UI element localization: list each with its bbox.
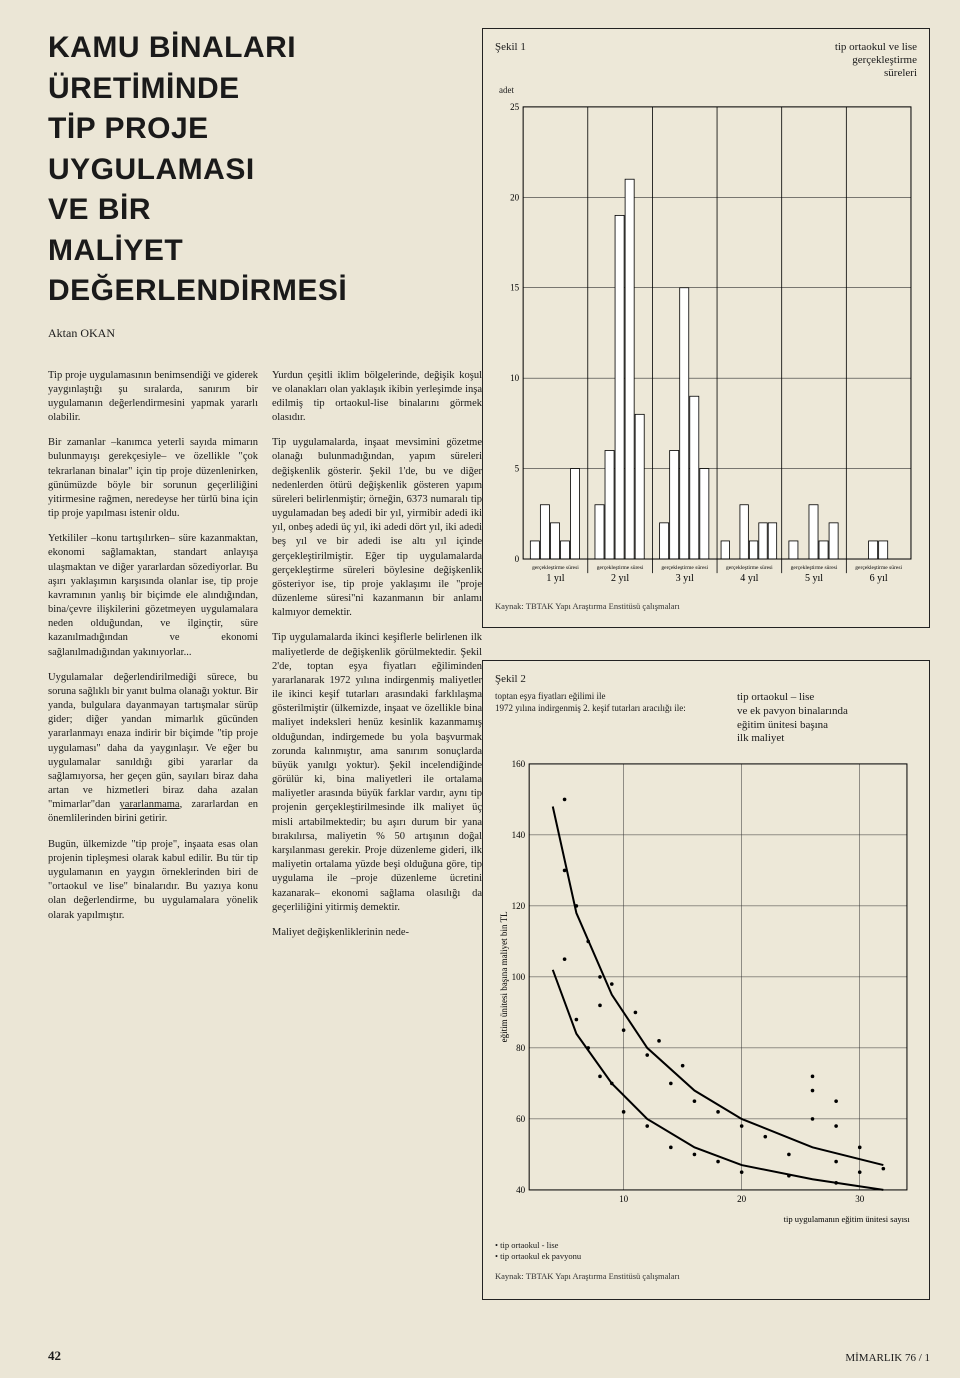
fig1-chart: 0 5 10 15 20 25 gerçekleştirme süresi 1 yıl gerç… — [495, 99, 917, 589]
figure-2: Şekil 2 toptan eşya fiyatları eğilimi il… — [482, 660, 930, 1300]
svg-text:eğitim ünitesi başına maliyet: eğitim ünitesi başına maliyet bin TL — [499, 911, 509, 1042]
fig2-subtitle: toptan eşya fiyatları eğilimi ile 1972 y… — [495, 691, 917, 746]
fig2-source: Kaynak: TBTAK Yapı Araştırma Enstitüsü ç… — [495, 1271, 917, 1281]
svg-text:30: 30 — [855, 1194, 865, 1204]
fig1-title: tip ortaokul ve lise gerçekleştirme süre… — [835, 41, 917, 81]
svg-text:20: 20 — [510, 192, 520, 202]
svg-text:gerçekleştirme süresi: gerçekleştirme süresi — [661, 565, 708, 571]
svg-text:5: 5 — [515, 463, 520, 473]
svg-text:80: 80 — [516, 1043, 526, 1053]
svg-text:6 yıl: 6 yıl — [870, 573, 888, 584]
fig1-ylabel: adet — [499, 85, 917, 95]
svg-text:160: 160 — [512, 759, 526, 769]
svg-text:1 yıl: 1 yıl — [546, 573, 564, 584]
fig2-legend: • tip ortaokul - lise • tip ortaokul ek … — [495, 1240, 917, 1261]
figure-1: Şekil 1 tip ortaokul ve lise gerçekleşti… — [482, 28, 930, 628]
svg-text:gerçekleştirme süresi: gerçekleştirme süresi — [532, 565, 579, 571]
fig1-label: Şekil 1 — [495, 41, 526, 81]
svg-text:4 yıl: 4 yıl — [740, 573, 758, 584]
svg-text:tip uygulamanın eğitim ünitesi: tip uygulamanın eğitim ünitesi sayısı — [784, 1214, 911, 1224]
svg-text:2 yıl: 2 yıl — [611, 573, 629, 584]
svg-text:60: 60 — [516, 1114, 526, 1124]
column-1: Tip proje uygulamasının benimsendiği ve … — [48, 369, 258, 952]
svg-text:20: 20 — [737, 1194, 747, 1204]
para: Yetkililer –konu tartışılırken– süre kaz… — [48, 532, 258, 660]
svg-text:0: 0 — [515, 554, 520, 564]
para: Bugün, ülkemizde "tip proje", inşaata es… — [48, 838, 258, 923]
para: Bir zamanlar –kanımca yeterli sayıda mim… — [48, 436, 258, 521]
para: Maliyet değişkenliklerinin nede- — [272, 926, 482, 940]
para: Tip uygulamalarda ikinci keşiflerle beli… — [272, 631, 482, 914]
svg-text:40: 40 — [516, 1185, 526, 1195]
svg-text:gerçekleştirme süresi: gerçekleştirme süresi — [791, 565, 838, 571]
para: Tip proje uygulamasının benimsendiği ve … — [48, 369, 258, 426]
fig1-source: Kaynak: TBTAK Yapı Araştırma Enstitüsü ç… — [495, 601, 917, 611]
fig2-chart: 40 60 80 100 120 140 160 10 20 30 eğitim ünitesi b… — [495, 754, 917, 1234]
page-number: 42 — [48, 1348, 61, 1364]
svg-text:10: 10 — [619, 1194, 629, 1204]
footer: MİMARLIK 76 / 1 — [845, 1352, 930, 1364]
svg-text:25: 25 — [510, 101, 520, 111]
svg-text:gerçekleştirme süresi: gerçekleştirme süresi — [726, 565, 773, 571]
svg-text:10: 10 — [510, 373, 520, 383]
svg-text:100: 100 — [512, 972, 526, 982]
svg-text:5 yıl: 5 yıl — [805, 573, 823, 584]
svg-text:15: 15 — [510, 282, 520, 292]
svg-text:140: 140 — [512, 830, 526, 840]
para: Tip uygulamalarda, inşaat mevsimini göze… — [272, 436, 482, 620]
svg-text:gerçekleştirme süresi: gerçekleştirme süresi — [597, 565, 644, 571]
svg-text:gerçekleştirme süresi: gerçekleştirme süresi — [855, 565, 902, 571]
fig2-label: Şekil 2 — [495, 673, 917, 685]
svg-text:3 yıl: 3 yıl — [676, 573, 694, 584]
svg-text:120: 120 — [512, 901, 526, 911]
fig2-title: tip ortaokul – lise ve ek pavyon binalar… — [737, 691, 917, 746]
column-2: Yurdun çeşitli iklim bölgelerinde, değiş… — [272, 369, 482, 952]
para: Uygulamalar değerlendirilmediği sürece, … — [48, 671, 258, 827]
para: Yurdun çeşitli iklim bölgelerinde, değiş… — [272, 369, 482, 426]
